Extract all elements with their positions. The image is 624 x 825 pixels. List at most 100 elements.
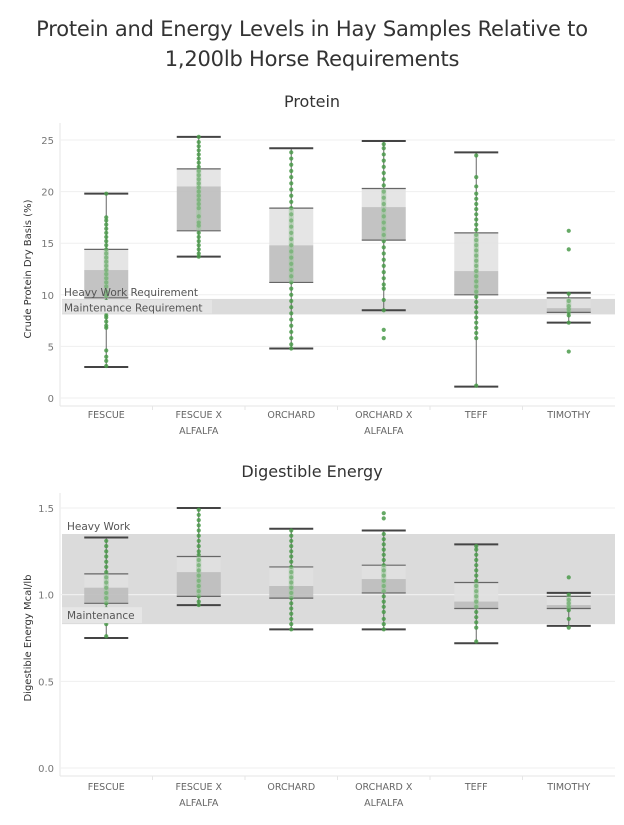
- box-plot-orchard: [269, 527, 314, 632]
- reference-label: Maintenance Requirement: [64, 302, 202, 314]
- data-point: [381, 308, 386, 313]
- data-point: [381, 286, 386, 291]
- data-point: [196, 512, 201, 518]
- point-cluster-overlay: [473, 582, 479, 609]
- data-point: [289, 175, 294, 180]
- x-category-label: FESCUE X: [175, 782, 222, 793]
- data-point: [196, 602, 201, 608]
- data-point: [381, 251, 386, 256]
- box-plot-timothy: [546, 575, 591, 630]
- data-point: [566, 575, 571, 580]
- point-cluster-overlay: [103, 249, 109, 298]
- data-point: [196, 144, 201, 149]
- data-point: [381, 511, 386, 516]
- data-point: [289, 187, 294, 192]
- data-point: [104, 564, 109, 570]
- data-point: [381, 599, 386, 604]
- protein-chart: 0 5 10 15 20 25 Crude Protein Dry Basis (%) FES…: [23, 123, 615, 437]
- energy-chart: 0.0 0.5 1.0 1.5 Digestible Energy Mcal/lb FES…: [23, 493, 615, 809]
- reference-label-bg: [62, 299, 212, 314]
- data-point: [289, 616, 294, 622]
- data-point: [381, 542, 386, 547]
- data-point: [289, 193, 294, 198]
- data-point: [381, 327, 386, 332]
- data-point: [566, 592, 571, 597]
- data-point: [474, 217, 479, 222]
- data-point: [289, 533, 294, 538]
- data-point: [381, 183, 386, 188]
- data-point: [474, 620, 479, 625]
- data-point: [196, 134, 201, 140]
- data-point: [289, 528, 294, 533]
- data-point: [381, 158, 386, 163]
- y-tick-label: 0.0: [38, 764, 54, 775]
- data-point: [289, 554, 294, 559]
- protein-chart-title: Protein: [283, 92, 341, 111]
- y-tick-label: 1.0: [38, 591, 54, 602]
- point-cluster-overlay: [196, 556, 202, 597]
- data-point: [289, 323, 294, 328]
- data-point: [104, 348, 109, 353]
- box-plot-fescue-x-alfalfa: [176, 134, 221, 259]
- data-point: [289, 317, 294, 322]
- data-point: [104, 323, 109, 328]
- data-point: [196, 160, 201, 165]
- data-point: [566, 616, 571, 622]
- data-point: [474, 305, 479, 310]
- data-point: [196, 243, 201, 248]
- data-point: [566, 320, 571, 325]
- y-tick-label: 25: [41, 136, 54, 147]
- data-point: [196, 599, 201, 604]
- data-point: [289, 606, 294, 611]
- reference-label: Maintenance: [67, 610, 135, 622]
- data-point: [474, 625, 479, 630]
- y-tick-label: 1.5: [38, 504, 54, 515]
- data-point: [196, 254, 201, 259]
- point-cluster-overlay: [381, 565, 387, 593]
- data-point: [474, 609, 479, 615]
- box-plot-orchard-x-alfalfa: [361, 140, 406, 341]
- data-point: [474, 320, 479, 325]
- data-point: [474, 310, 479, 315]
- point-cluster-overlay: [103, 573, 109, 604]
- main-title: Protein and Energy Levels in Hay Samples…: [0, 14, 624, 74]
- data-point: [289, 162, 294, 167]
- data-point: [289, 286, 294, 291]
- y-tick-label: 10: [41, 291, 54, 302]
- data-point: [474, 336, 479, 341]
- data-point: [381, 142, 386, 147]
- data-point: [381, 152, 386, 157]
- data-point: [196, 507, 201, 512]
- data-point: [289, 336, 294, 341]
- data-point: [381, 263, 386, 269]
- y-tick-label: 20: [41, 188, 54, 199]
- data-point: [104, 243, 109, 248]
- data-point: [104, 570, 109, 575]
- energy-chart-title: Digestible Energy: [241, 462, 383, 481]
- data-point: [381, 627, 386, 632]
- y-tick-label: 15: [41, 239, 54, 250]
- main-title-line-2: 1,200lb Horse Requirements: [164, 47, 460, 71]
- data-point: [196, 164, 201, 169]
- data-point: [381, 245, 386, 250]
- data-point: [289, 622, 294, 627]
- data-point: [289, 544, 294, 549]
- data-point: [196, 544, 201, 549]
- data-point: [566, 625, 571, 630]
- data-point: [474, 153, 479, 158]
- data-point: [104, 549, 109, 554]
- data-point: [474, 325, 479, 330]
- y-tick-label: 5: [48, 342, 54, 353]
- data-point: [196, 152, 201, 157]
- data-point: [381, 609, 386, 615]
- data-point: [104, 554, 109, 559]
- data-point: [381, 336, 386, 341]
- x-category-label: ORCHARD X: [355, 410, 413, 421]
- point-cluster-overlay: [288, 566, 294, 599]
- data-point: [474, 201, 479, 207]
- data-point: [104, 358, 109, 363]
- x-category-label: ALFALFA: [179, 798, 219, 809]
- data-point: [474, 563, 479, 568]
- data-point: [474, 299, 479, 305]
- x-category-label: ORCHARD: [267, 410, 315, 421]
